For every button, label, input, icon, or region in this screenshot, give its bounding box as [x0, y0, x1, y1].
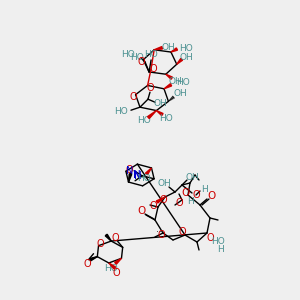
Polygon shape [164, 84, 172, 89]
Text: O: O [97, 239, 104, 249]
Text: O: O [137, 57, 145, 67]
Text: OH: OH [161, 43, 175, 52]
Text: HO: HO [179, 44, 193, 52]
Text: HO: HO [211, 238, 225, 247]
Text: H: H [187, 196, 194, 206]
Text: HO: HO [137, 116, 151, 125]
Polygon shape [177, 58, 183, 64]
Text: H: H [201, 184, 207, 194]
Polygon shape [109, 263, 116, 269]
Text: HO: HO [130, 53, 144, 62]
Text: O: O [175, 198, 183, 208]
Text: O: O [146, 83, 154, 93]
Text: ..: .. [156, 226, 162, 235]
Text: O: O [138, 206, 146, 216]
Polygon shape [148, 111, 156, 119]
Polygon shape [171, 48, 178, 52]
Polygon shape [154, 46, 163, 50]
Polygon shape [90, 256, 97, 261]
Text: OH: OH [173, 89, 187, 98]
Text: HO: HO [121, 50, 135, 59]
Text: O: O [157, 230, 165, 240]
Text: HO: HO [144, 50, 158, 59]
Text: HO: HO [160, 114, 173, 123]
Text: N: N [126, 166, 134, 176]
Text: OH: OH [180, 53, 194, 62]
Text: N: N [133, 170, 141, 180]
Text: O: O [125, 165, 133, 175]
Polygon shape [105, 234, 111, 241]
Polygon shape [156, 111, 163, 116]
Text: HO: HO [105, 264, 118, 273]
Text: HO: HO [138, 174, 152, 183]
Text: O: O [149, 201, 157, 211]
Polygon shape [156, 197, 165, 203]
Text: HO: HO [176, 78, 190, 87]
Text: O: O [159, 195, 167, 205]
Text: O: O [113, 268, 121, 278]
Text: O: O [207, 191, 215, 201]
Text: O: O [112, 233, 119, 243]
Text: O: O [178, 227, 186, 237]
Text: OH: OH [157, 178, 171, 188]
Polygon shape [146, 168, 152, 175]
Text: O: O [181, 188, 189, 198]
Text: O: O [149, 64, 157, 74]
Polygon shape [115, 258, 122, 264]
Text: OH: OH [169, 77, 183, 86]
Text: O: O [206, 233, 214, 243]
Text: OH: OH [153, 99, 167, 108]
Text: H: H [217, 245, 224, 254]
Text: O: O [130, 92, 137, 102]
Text: OH: OH [185, 172, 199, 182]
Text: O: O [84, 259, 91, 269]
Text: HO: HO [114, 107, 128, 116]
Text: N: N [134, 171, 142, 181]
Polygon shape [128, 174, 132, 182]
Polygon shape [166, 74, 172, 79]
Text: O: O [192, 190, 200, 200]
